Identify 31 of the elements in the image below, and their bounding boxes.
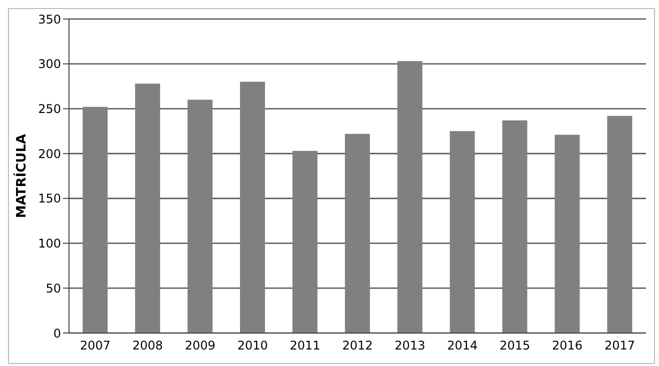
x-tick-label: 2009 bbox=[184, 338, 216, 353]
x-tick-label: 2008 bbox=[132, 338, 163, 353]
bar bbox=[607, 116, 632, 333]
y-tick-label: 50 bbox=[46, 281, 61, 296]
y-tick-label: 0 bbox=[53, 326, 61, 340]
y-tick-label: 200 bbox=[38, 146, 61, 161]
x-tick-label: 2017 bbox=[604, 338, 636, 353]
bar bbox=[292, 150, 318, 333]
bar bbox=[344, 134, 370, 333]
bar bbox=[450, 131, 475, 333]
bar bbox=[554, 134, 580, 333]
bar bbox=[240, 82, 265, 333]
y-tick-label: 250 bbox=[38, 102, 61, 116]
y-tick-label: 150 bbox=[38, 192, 61, 206]
y-axis-title: MATRÍCULA bbox=[12, 134, 30, 218]
x-tick-label: 2014 bbox=[447, 338, 478, 353]
y-tick-label: 100 bbox=[38, 236, 61, 251]
bar bbox=[397, 61, 422, 333]
x-tick-label: 2010 bbox=[237, 338, 268, 353]
bar bbox=[82, 106, 108, 333]
y-tick-label: 350 bbox=[38, 12, 61, 26]
x-tick-label: 2011 bbox=[290, 338, 320, 353]
bar bbox=[502, 120, 528, 333]
x-tick-label: 2016 bbox=[552, 338, 583, 353]
x-tick-label: 2013 bbox=[394, 338, 426, 353]
x-tick-label: 2007 bbox=[80, 338, 110, 353]
bar bbox=[135, 84, 160, 333]
bar bbox=[188, 100, 213, 333]
y-tick-label: 300 bbox=[38, 57, 61, 72]
x-tick-label: 2015 bbox=[500, 338, 530, 353]
x-tick-label: 2012 bbox=[342, 338, 373, 353]
